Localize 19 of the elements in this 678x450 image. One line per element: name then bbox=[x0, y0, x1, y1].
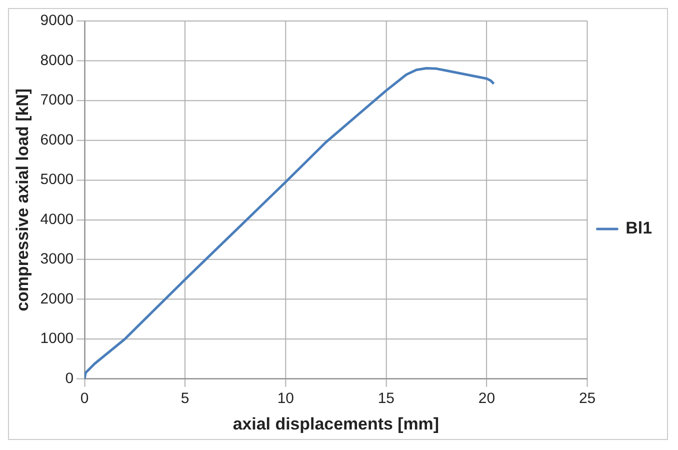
legend-label: Bl1 bbox=[626, 218, 652, 238]
y-tick-label: 1000 bbox=[40, 330, 74, 348]
y-tick-label: 4000 bbox=[40, 210, 74, 228]
x-tick-label: 5 bbox=[180, 390, 190, 407]
x-tick-label: 15 bbox=[378, 390, 395, 407]
x-tick-label: 25 bbox=[578, 390, 596, 407]
y-tick-label: 6000 bbox=[40, 131, 74, 148]
y-tick-label: 3000 bbox=[40, 250, 74, 268]
y-tick-label: 2000 bbox=[40, 290, 74, 308]
y-tick-label: 5000 bbox=[40, 171, 74, 188]
y-tick-label: 9000 bbox=[40, 12, 74, 30]
y-tick-label: 7000 bbox=[40, 92, 74, 109]
x-tick-label: 0 bbox=[80, 390, 89, 407]
y-tick-label: 0 bbox=[65, 370, 74, 387]
y-tick-label: 8000 bbox=[40, 52, 74, 69]
x-axis-title: axial displacements [mm] bbox=[232, 414, 439, 434]
x-tick-label: 10 bbox=[277, 390, 294, 407]
x-tick-label: 20 bbox=[478, 390, 496, 407]
y-axis-title: compressive axial load [kN] bbox=[12, 88, 32, 312]
